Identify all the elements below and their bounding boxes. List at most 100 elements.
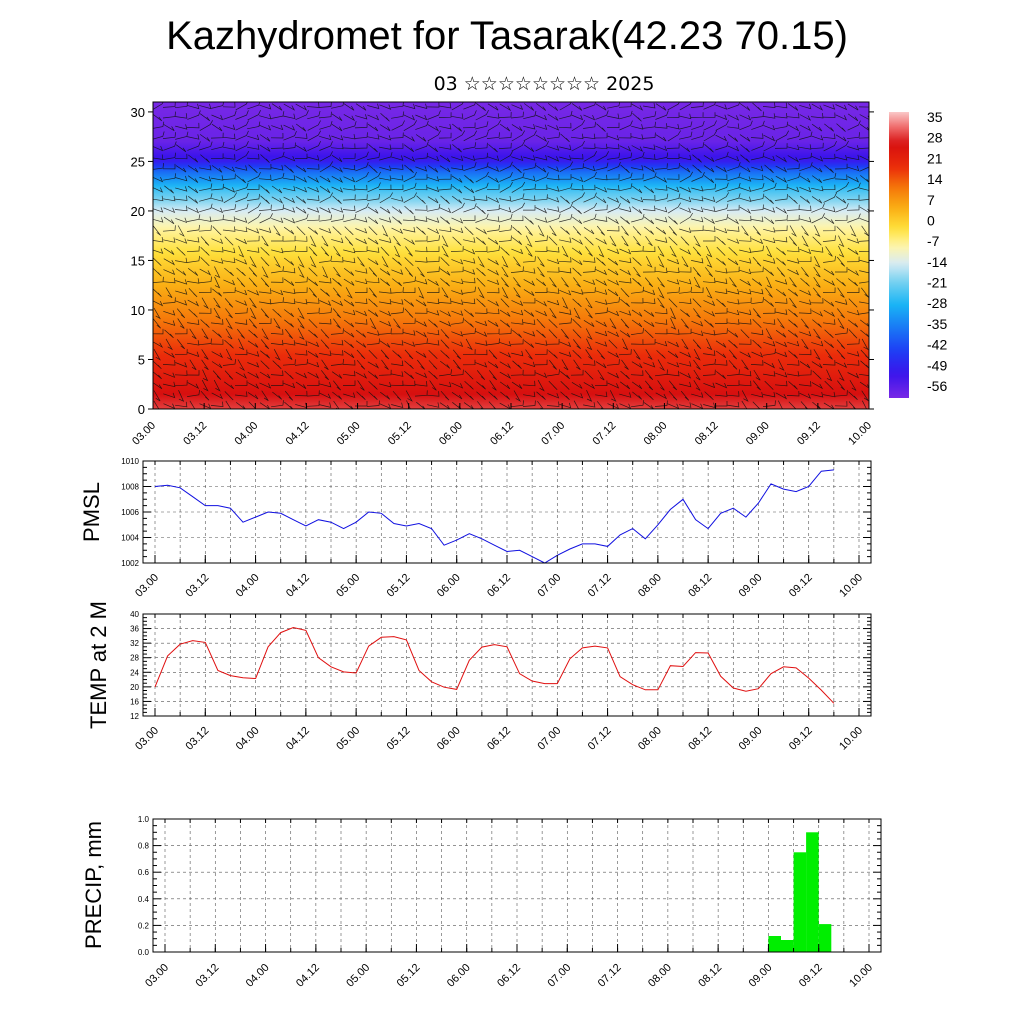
x-tick-label: 08.12 xyxy=(686,572,714,600)
wind-barb xyxy=(451,217,464,224)
wind-barb xyxy=(838,235,845,248)
wind-barb xyxy=(667,102,680,111)
wind-barb xyxy=(632,113,642,122)
wind-barb xyxy=(427,155,440,162)
wind-barb xyxy=(247,171,261,183)
wind-barb xyxy=(246,235,260,242)
wind-barb xyxy=(427,287,440,293)
wind-barb xyxy=(307,207,320,213)
wind-barb xyxy=(619,196,631,204)
wind-barb xyxy=(390,287,404,294)
wind-barb xyxy=(283,207,296,213)
wind-barb xyxy=(739,186,752,192)
wind-barb xyxy=(633,266,641,278)
wind-barb xyxy=(451,123,463,132)
wind-barb xyxy=(234,307,248,314)
wind-barb xyxy=(294,276,308,284)
wind-barb xyxy=(620,216,630,225)
x-tick-label: 03.12 xyxy=(181,420,209,448)
wind-barb xyxy=(536,391,546,400)
wind-barb xyxy=(367,258,379,266)
wind-barb xyxy=(356,349,366,360)
wind-barb xyxy=(210,183,224,191)
wind-barb xyxy=(368,391,378,400)
wind-barb xyxy=(438,174,452,180)
wind-barb xyxy=(523,391,536,398)
wind-barb xyxy=(211,207,224,214)
wind-barb xyxy=(559,267,572,274)
wind-barb xyxy=(786,360,800,366)
wind-barb xyxy=(294,133,308,139)
wind-barb xyxy=(643,103,656,109)
wind-barb xyxy=(657,297,665,309)
wind-barb xyxy=(223,204,237,212)
wind-barb xyxy=(452,349,462,360)
wind-barb xyxy=(534,359,548,366)
wind-barb xyxy=(751,193,765,202)
wind-barb xyxy=(618,102,632,108)
wind-barb xyxy=(751,120,765,130)
wind-barb xyxy=(739,176,752,182)
wind-barb xyxy=(534,235,548,242)
wind-barb xyxy=(619,248,632,255)
wind-barb xyxy=(729,277,737,288)
wind-barb xyxy=(596,349,606,360)
wind-barb xyxy=(438,132,452,139)
wind-barb xyxy=(763,182,777,192)
wind-barb xyxy=(811,203,825,213)
wind-barb xyxy=(187,214,201,222)
wind-barb xyxy=(523,130,537,142)
wind-barb xyxy=(295,206,307,214)
wind-barb xyxy=(536,329,546,338)
wind-barb xyxy=(440,350,450,359)
wind-barb xyxy=(703,130,718,142)
wind-barb xyxy=(451,278,464,285)
wind-barb xyxy=(223,257,236,264)
wind-barb xyxy=(752,256,762,267)
wind-barb xyxy=(414,184,428,191)
wind-barb xyxy=(474,308,488,314)
wind-barb xyxy=(595,289,608,295)
wind-barb xyxy=(404,308,414,318)
wind-barb xyxy=(234,380,248,386)
wind-barb xyxy=(609,318,617,329)
wind-barb xyxy=(271,266,284,274)
wind-barb xyxy=(571,216,583,225)
wind-barb xyxy=(835,140,849,152)
wind-barb xyxy=(415,372,428,379)
wind-barb xyxy=(739,278,752,287)
wind-barb xyxy=(272,391,282,400)
wind-barb xyxy=(214,266,221,279)
wind-barb xyxy=(511,140,526,152)
wind-barb xyxy=(620,298,630,307)
wind-barb xyxy=(620,287,630,298)
wind-barb xyxy=(355,217,368,223)
wind-barb xyxy=(703,112,716,118)
wind-barb xyxy=(693,235,701,248)
wind-barb xyxy=(391,299,404,305)
wind-barb xyxy=(273,225,281,236)
wind-barb xyxy=(248,329,258,338)
wind-barb xyxy=(775,206,788,215)
wind-barb xyxy=(860,349,869,360)
wind-barb xyxy=(546,247,560,253)
wind-barb xyxy=(499,309,511,317)
wind-barb xyxy=(153,145,164,152)
wind-barb xyxy=(739,134,751,142)
wind-barb xyxy=(535,372,548,379)
wind-barb xyxy=(570,163,584,170)
x-tick-label: 08.00 xyxy=(642,420,670,448)
wind-barb xyxy=(270,277,284,283)
wind-barb xyxy=(846,338,860,345)
wind-barb xyxy=(727,401,740,408)
x-tick-label: 05.00 xyxy=(344,962,372,990)
wind-barb xyxy=(199,193,213,202)
wind-barb xyxy=(630,245,644,253)
y-tick-label: 1010 xyxy=(121,457,139,466)
wind-barb xyxy=(776,247,786,256)
wind-barb xyxy=(787,288,799,297)
wind-barb xyxy=(739,120,753,131)
wind-barb xyxy=(499,213,513,223)
wind-barb xyxy=(667,341,680,348)
wind-barb xyxy=(679,248,692,255)
